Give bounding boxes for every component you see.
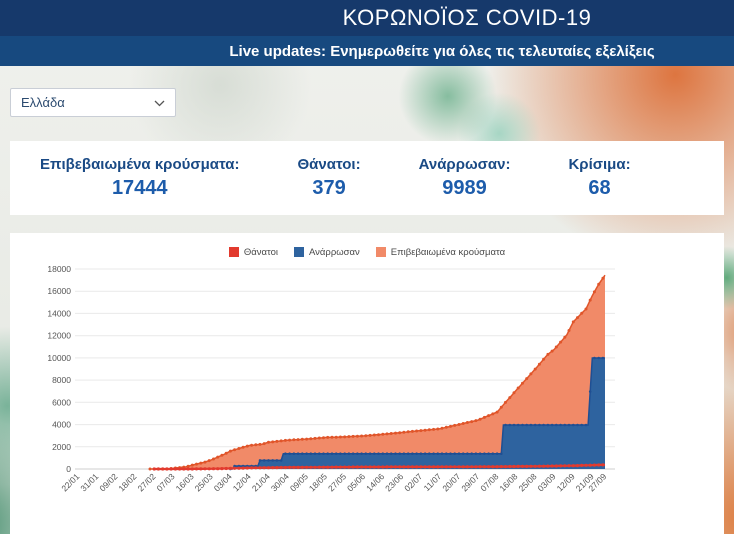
svg-text:25/03: 25/03 [193, 471, 215, 493]
confirmed-legend-swatch [375, 247, 386, 257]
svg-text:23/06: 23/06 [383, 471, 405, 493]
svg-text:09/02: 09/02 [97, 471, 119, 493]
deaths-legend-label: Θάνατοι [243, 246, 279, 258]
svg-text:16000: 16000 [47, 286, 71, 296]
stat-recovered: Ανάρρωσαν: 9989 [419, 156, 511, 200]
svg-text:25/08: 25/08 [516, 471, 538, 493]
stats-panel: Επιβεβαιωμένα κρούσματα: 17444 Θάνατοι: … [10, 141, 724, 215]
recovered-legend-swatch [294, 247, 305, 257]
svg-text:16/03: 16/03 [174, 471, 196, 493]
stat-deaths-value: 379 [312, 177, 346, 199]
svg-text:8000: 8000 [52, 375, 71, 385]
svg-text:4000: 4000 [52, 420, 71, 430]
stat-critical-value: 68 [588, 177, 611, 199]
stat-confirmed-value: 17444 [111, 177, 168, 199]
svg-text:14000: 14000 [47, 308, 71, 318]
svg-text:30/04: 30/04 [269, 471, 291, 493]
svg-text:2000: 2000 [52, 442, 71, 452]
page-title: ΚΟΡΩΝΟΪΟΣ COVID-19 [0, 0, 734, 36]
svg-text:22/01: 22/01 [59, 471, 81, 493]
svg-text:14/06: 14/06 [364, 471, 386, 493]
country-select-value: Ελλάδα [21, 95, 65, 110]
legend-item-recovered[interactable]: Ανάρρωσαν [294, 247, 360, 258]
legend-item-deaths[interactable]: Θάνατοι [228, 246, 279, 258]
confirmed-legend-label: Επιβεβαιωμένα κρούσματα [390, 246, 506, 258]
svg-text:0: 0 [66, 464, 71, 474]
live-updates-banner: Live updates: Ενημερωθείτε για όλες τις … [0, 36, 734, 66]
stat-recovered-label: Ανάρρωσαν: [418, 156, 511, 173]
stat-deaths-label: Θάνατοι: [297, 156, 361, 173]
covid-timeline-chart: 0 2000 4000 6000 8000 10000 12000 14000 16000 180… [47, 264, 615, 493]
svg-text:12000: 12000 [47, 331, 71, 341]
svg-text:6000: 6000 [52, 397, 71, 407]
svg-text:31/01: 31/01 [78, 471, 100, 493]
svg-text:27/02: 27/02 [135, 471, 157, 493]
stat-deaths: Θάνατοι: 379 [298, 156, 361, 200]
svg-text:03/09: 03/09 [535, 471, 557, 493]
svg-text:12/04: 12/04 [231, 471, 253, 493]
svg-text:07/08: 07/08 [478, 471, 500, 493]
svg-text:12/09: 12/09 [555, 471, 577, 493]
stat-confirmed-label: Επιβεβαιωμένα κρούσματα: [40, 156, 240, 173]
chart-panel: Θάνατοι Ανάρρωσαν Επιβεβαιωμένα κρούσματ… [10, 233, 724, 534]
stat-critical-label: Κρίσιμα: [568, 156, 631, 173]
recovered-legend-label: Ανάρρωσαν [309, 246, 360, 258]
svg-text:18/02: 18/02 [116, 471, 138, 493]
svg-text:21/04: 21/04 [250, 471, 272, 493]
svg-text:02/07: 02/07 [402, 471, 424, 493]
chart-legend: Θάνατοι Ανάρρωσαν Επιβεβαιωμένα κρούσματ… [10, 233, 724, 259]
svg-text:05/06: 05/06 [345, 471, 367, 493]
svg-text:03/04: 03/04 [212, 471, 234, 493]
legend-item-confirmed[interactable]: Επιβεβαιωμένα κρούσματα [375, 246, 506, 258]
svg-text:16/08: 16/08 [497, 471, 519, 493]
page-header: ΚΟΡΩΝΟΪΟΣ COVID-19 Live updates: Ενημερω… [0, 0, 734, 66]
country-select[interactable]: Ελλάδα [10, 88, 176, 117]
svg-text:10000: 10000 [47, 353, 71, 363]
chevron-down-icon [154, 95, 165, 110]
svg-text:11/07: 11/07 [422, 471, 444, 493]
stat-recovered-value: 9989 [442, 177, 487, 199]
svg-text:07/03: 07/03 [154, 471, 176, 493]
svg-text:29/07: 29/07 [459, 471, 481, 493]
svg-text:18/05: 18/05 [307, 471, 329, 493]
svg-text:09/05: 09/05 [288, 471, 310, 493]
svg-text:18000: 18000 [47, 264, 71, 274]
stat-critical: Κρίσιμα: 68 [568, 156, 630, 200]
stat-confirmed: Επιβεβαιωμένα κρούσματα: 17444 [40, 156, 240, 200]
svg-text:27/05: 27/05 [326, 471, 348, 493]
svg-text:20/07: 20/07 [440, 471, 462, 493]
deaths-legend-swatch [228, 247, 239, 257]
